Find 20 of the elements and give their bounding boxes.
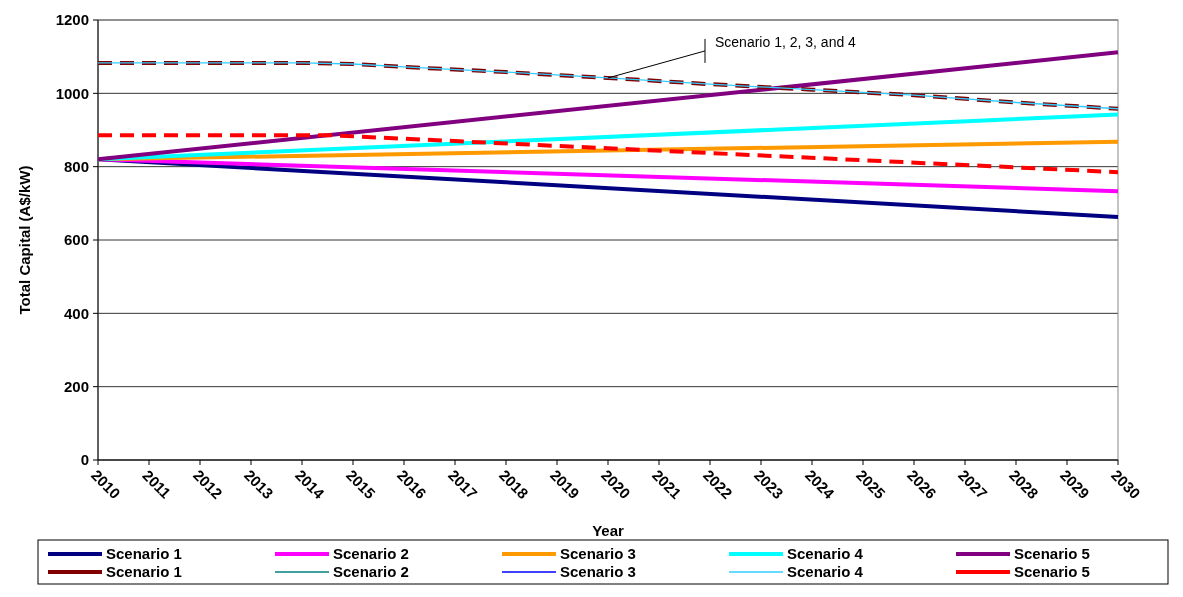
- legend-label: Scenario 2: [333, 545, 409, 563]
- y-axis-title: Total Capital (A$/kW): [16, 165, 33, 315]
- y-tick-label: 0: [80, 451, 89, 469]
- legend-label: Scenario 5: [1014, 545, 1090, 563]
- legend-label: Scenario 4: [787, 563, 864, 581]
- y-tick-label: 600: [63, 231, 89, 249]
- y-tick-label: 1000: [55, 84, 89, 102]
- x-axis-title: Year: [592, 522, 625, 539]
- legend-label: Scenario 3: [560, 545, 636, 563]
- legend-label: Scenario 3: [560, 563, 636, 581]
- y-tick-label: 400: [63, 304, 89, 322]
- y-tick-label: 1200: [55, 11, 89, 29]
- legend-label: Scenario 2: [333, 563, 409, 581]
- y-tick-label: 800: [63, 157, 89, 175]
- legend-label: Scenario 1: [106, 545, 182, 563]
- annotation: Scenario 1, 2, 3, and 4: [715, 33, 857, 50]
- legend-label: Scenario 4: [787, 545, 864, 563]
- legend-label: Scenario 1: [106, 563, 182, 581]
- legend-label: Scenario 5: [1014, 563, 1090, 581]
- y-tick-label: 200: [63, 377, 89, 395]
